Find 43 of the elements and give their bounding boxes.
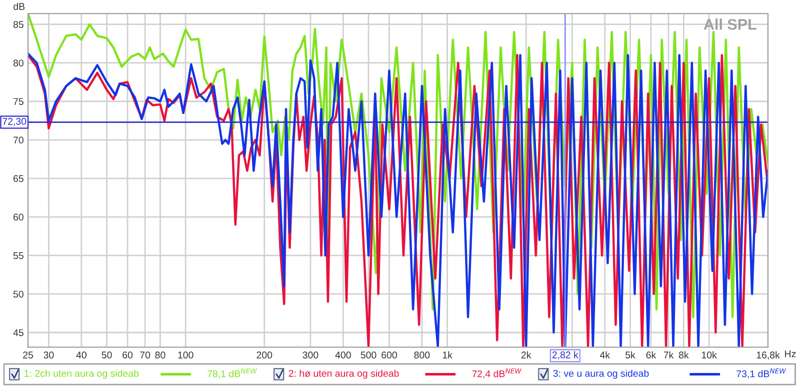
x-tick-label: 500 <box>360 352 376 358</box>
y-tick-label: 75 <box>14 98 24 105</box>
x-tick-label: 300 <box>302 352 318 358</box>
x-tick-label: 1k <box>442 351 452 358</box>
y-tick-label: 45 <box>13 329 24 336</box>
text: 3: ve u aura og sideab <box>553 370 649 379</box>
x-tick-label: 800 <box>414 352 430 358</box>
y-tick-label: 60 <box>14 214 24 221</box>
y-tick-label: 65 <box>14 175 24 182</box>
x-tick-label: 2k <box>521 351 532 358</box>
y-tick-label: 85 <box>13 21 24 28</box>
text: 2: hø uten aura og sideab <box>288 370 399 379</box>
x-tick-label: 200 <box>256 352 272 358</box>
x-tick-label: 5k <box>626 351 636 358</box>
x-tick-label: 400 <box>335 352 351 358</box>
y-tick-label: 50 <box>13 290 24 298</box>
y-tick-label: 55 <box>13 252 24 260</box>
x-tick-label: 100 <box>178 352 194 358</box>
x-tick-label: 80 <box>155 352 166 358</box>
x-tick-label: 6k <box>646 351 656 358</box>
x-tick-label: 10k <box>702 351 717 358</box>
y-tick-label: 70 <box>14 136 24 144</box>
text: 73,1 dB$^{NEW}$ <box>736 368 786 378</box>
x-tick-label: 4k <box>600 351 610 358</box>
x-tick-label: 25 <box>23 352 33 358</box>
x-tick-label: 7k <box>664 351 674 358</box>
x-tick-label: 40 <box>76 352 86 358</box>
x-tick-label: 30 <box>44 352 54 358</box>
x-tick-label: 16,8k <box>756 351 780 360</box>
y-axis-title: dB <box>14 2 25 10</box>
x-tick-label: 50 <box>102 352 112 358</box>
chart-title: All SPL <box>704 18 756 30</box>
y-tick-label: 80 <box>13 60 24 66</box>
x-tick-label: 8k <box>678 351 689 358</box>
ref-line-label: 2,82 k <box>552 351 578 360</box>
text: 78,1 dB$^{NEW}$ <box>208 368 258 378</box>
x-tick-label: 600 <box>382 352 397 358</box>
x-axis-title: Hz <box>785 350 796 358</box>
text: 1: 2ch uten aura og sideab <box>24 370 139 379</box>
ref-line-label: 72,30 <box>2 118 26 126</box>
x-tick-label: 60 <box>122 352 133 358</box>
text: 72,4 dB$^{NEW}$ <box>472 368 522 378</box>
x-tick-label: 70 <box>140 352 150 358</box>
